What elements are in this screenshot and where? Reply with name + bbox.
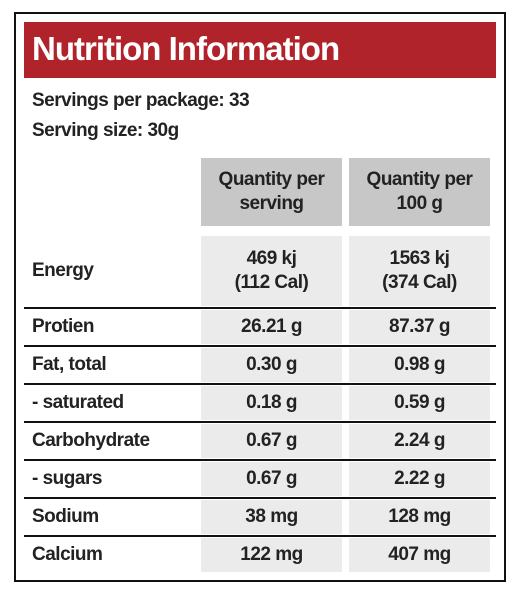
value-cell: 122 mg [201,538,342,572]
row-separator [24,535,496,537]
value-text: 2.24 g [394,430,445,451]
title: Nutrition Information [32,30,340,67]
row-label: Fat, total [32,354,107,375]
value-text: 0.18 g [246,392,297,413]
value-cell: 0.98 g [349,348,490,382]
row-separator [24,383,496,385]
value-text: 0.59 g [394,392,445,413]
serving-info: Serving size: 30g [32,120,179,141]
value-text: 0.30 g [246,354,297,375]
title-bar: Nutrition Information [24,22,496,78]
value-text: 128 mg [388,506,451,527]
row-label: Sodium [32,506,99,527]
value-text: 38 mg [245,506,298,527]
value-text: 469 kj [246,248,297,269]
value-text: 2.22 g [394,468,445,489]
value-cell: 1563 kj (374 Cal) [349,236,490,306]
value-cell: 128 mg [349,500,490,534]
value-cell: 469 kj (112 Cal) [201,236,342,306]
value-cell: 0.67 g [201,462,342,496]
row-label: Calcium [32,544,103,565]
row-separator [24,459,496,461]
value-text: 26.21 g [241,316,302,337]
row-separator [24,421,496,423]
nutrition-panel: Nutrition Information Servings per packa… [14,12,506,582]
value-cell: 0.18 g [201,386,342,420]
value-text: 0.67 g [246,468,297,489]
value-cell: 0.67 g [201,424,342,458]
column-header: Quantity per serving [201,158,342,226]
value-text: 122 mg [240,544,303,565]
value-cell: 2.24 g [349,424,490,458]
row-separator [24,497,496,499]
value-text: 0.98 g [394,354,445,375]
value-cell: 0.30 g [201,348,342,382]
value-text: 1563 kj [389,248,450,269]
row-label: Energy [32,260,94,281]
row-label: - sugars [32,468,102,489]
column-header: Quantity per 100 g [349,158,490,226]
value-cell: 38 mg [201,500,342,534]
value-text: (374 Cal) [382,272,457,293]
value-cell: 407 mg [349,538,490,572]
row-label: - saturated [32,392,124,413]
value-text: 0.67 g [246,430,297,451]
value-text: 407 mg [388,544,451,565]
row-label: Protien [32,316,94,337]
serving-info: Servings per package: 33 [32,90,250,111]
value-cell: 26.21 g [201,310,342,344]
value-text: (112 Cal) [234,272,309,293]
row-label: Carbohydrate [32,430,150,451]
value-cell: 0.59 g [349,386,490,420]
value-text: 87.37 g [389,316,450,337]
value-cell: 87.37 g [349,310,490,344]
value-cell: 2.22 g [349,462,490,496]
row-separator [24,307,496,309]
row-separator [24,345,496,347]
